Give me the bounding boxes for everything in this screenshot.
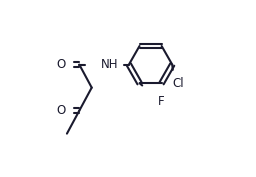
Circle shape — [104, 59, 115, 70]
Text: NH: NH — [101, 58, 118, 71]
Circle shape — [56, 106, 66, 116]
Text: F: F — [158, 95, 165, 108]
Text: O: O — [56, 104, 65, 117]
Text: Cl: Cl — [173, 77, 184, 90]
Text: O: O — [56, 58, 65, 71]
Circle shape — [158, 98, 165, 105]
Circle shape — [169, 78, 179, 88]
Circle shape — [56, 60, 66, 70]
